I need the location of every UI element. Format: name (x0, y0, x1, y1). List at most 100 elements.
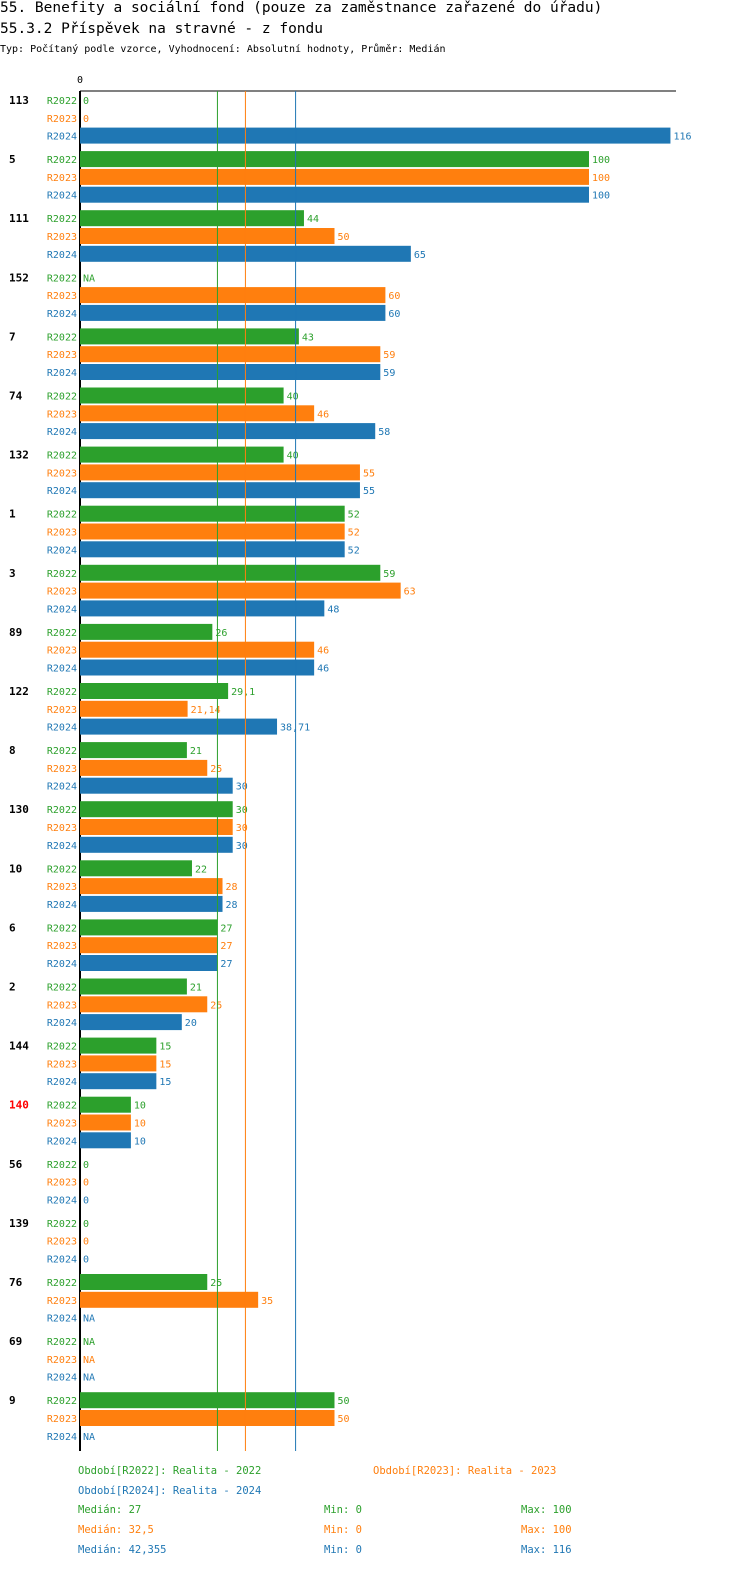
bar (80, 937, 218, 954)
data-label: 100 (592, 155, 610, 166)
bar (80, 582, 401, 599)
series-label: R2022 (47, 923, 77, 934)
bar (80, 878, 223, 895)
data-label: 30 (236, 805, 248, 816)
data-label: 10 (134, 1119, 146, 1130)
series-label: R2024 (47, 959, 77, 970)
series-label: R2023 (47, 350, 77, 361)
data-label: 100 (592, 191, 610, 202)
data-label: 59 (383, 569, 395, 580)
data-label: 59 (383, 350, 395, 361)
data-label: 43 (302, 332, 314, 343)
bar (80, 683, 229, 699)
bar (80, 1014, 182, 1031)
group-label: 56 (9, 1158, 23, 1171)
series-label: R2023 (47, 705, 77, 716)
series-label: R2023 (47, 528, 77, 539)
series-label: R2023 (47, 587, 77, 598)
series-label: R2022 (47, 96, 77, 107)
data-label: 52 (348, 510, 360, 521)
bar (80, 600, 325, 617)
data-label: 0 (83, 96, 89, 107)
bar (80, 1291, 259, 1308)
series-label: R2022 (47, 864, 77, 875)
bar (80, 801, 233, 818)
series-label: R2023 (47, 173, 77, 184)
data-label: 15 (159, 1042, 171, 1053)
series-label: R2024 (47, 1432, 77, 1443)
data-label: NA (83, 1432, 95, 1443)
group-label: 144 (9, 1040, 29, 1053)
group-label: 89 (9, 626, 22, 639)
series-label: R2022 (47, 805, 77, 816)
group-label: 6 (9, 921, 16, 934)
bar (80, 895, 223, 912)
series-label: R2024 (47, 1255, 77, 1266)
stat-max-r2022: Max: 100 (521, 1504, 572, 1516)
series-label: R2023 (47, 1059, 77, 1070)
series-label: R2024 (47, 250, 77, 261)
data-label: 0 (83, 1219, 89, 1230)
data-label: 48 (327, 604, 339, 615)
bar (80, 623, 213, 640)
series-label: R2024 (47, 1018, 77, 1029)
group-label: 122 (9, 685, 29, 698)
series-label: R2024 (47, 723, 77, 734)
series-label: R2024 (47, 545, 77, 556)
series-label: R2022 (47, 1337, 77, 1348)
bar (80, 541, 345, 558)
series-label: R2023 (47, 1355, 77, 1366)
data-label: 44 (307, 214, 319, 225)
series-label: R2023 (47, 1296, 77, 1307)
bar (80, 1073, 157, 1090)
bar (80, 168, 589, 185)
series-label: R2024 (47, 1136, 77, 1147)
legend-item-r2022: Období[R2022]: Realita - 2022 (78, 1465, 262, 1477)
group-label: 74 (9, 390, 23, 403)
data-label: 0 (83, 1255, 89, 1266)
bar (80, 346, 381, 363)
data-label: 15 (159, 1059, 171, 1070)
series-label: R2024 (47, 132, 77, 143)
series-label: R2024 (47, 309, 77, 320)
series-label: R2024 (47, 1373, 77, 1384)
data-label: 30 (236, 782, 248, 793)
group-label: 5 (9, 153, 16, 166)
data-label: 26 (215, 628, 227, 639)
series-label: R2022 (47, 1042, 77, 1053)
bar (80, 1410, 335, 1426)
data-label: 40 (287, 392, 299, 403)
series-label: R2022 (47, 1219, 77, 1230)
series-label: R2023 (47, 1178, 77, 1189)
data-label: 30 (236, 823, 248, 834)
group-label: 132 (9, 449, 29, 462)
group-label: 140 (9, 1099, 29, 1112)
data-label: 21,14 (191, 705, 221, 716)
stat-median-r2023: Medián: 32,5 (78, 1524, 154, 1536)
data-label: NA (83, 1355, 95, 1366)
group-label: 130 (9, 803, 29, 816)
data-label: 30 (236, 841, 248, 852)
data-label: 0 (83, 114, 89, 125)
bar (80, 287, 386, 304)
stat-max-r2024: Max: 116 (521, 1544, 572, 1556)
series-label: R2022 (47, 687, 77, 698)
data-label: 100 (592, 173, 610, 184)
series-label: R2022 (47, 451, 77, 462)
bar (80, 955, 218, 971)
bar (80, 482, 360, 499)
data-label: 0 (83, 1160, 89, 1171)
bar (80, 446, 284, 463)
data-label: 46 (317, 646, 329, 657)
bar (80, 464, 360, 481)
group-label: 7 (9, 330, 16, 343)
series-label: R2024 (47, 1195, 77, 1206)
series-label: R2022 (47, 983, 77, 994)
series-label: R2022 (47, 273, 77, 284)
stat-min-r2022: Min: 0 (324, 1504, 362, 1516)
series-label: R2023 (47, 1119, 77, 1130)
stat-max-r2023: Max: 100 (521, 1524, 572, 1536)
bar (80, 836, 233, 853)
series-label: R2024 (47, 368, 77, 379)
